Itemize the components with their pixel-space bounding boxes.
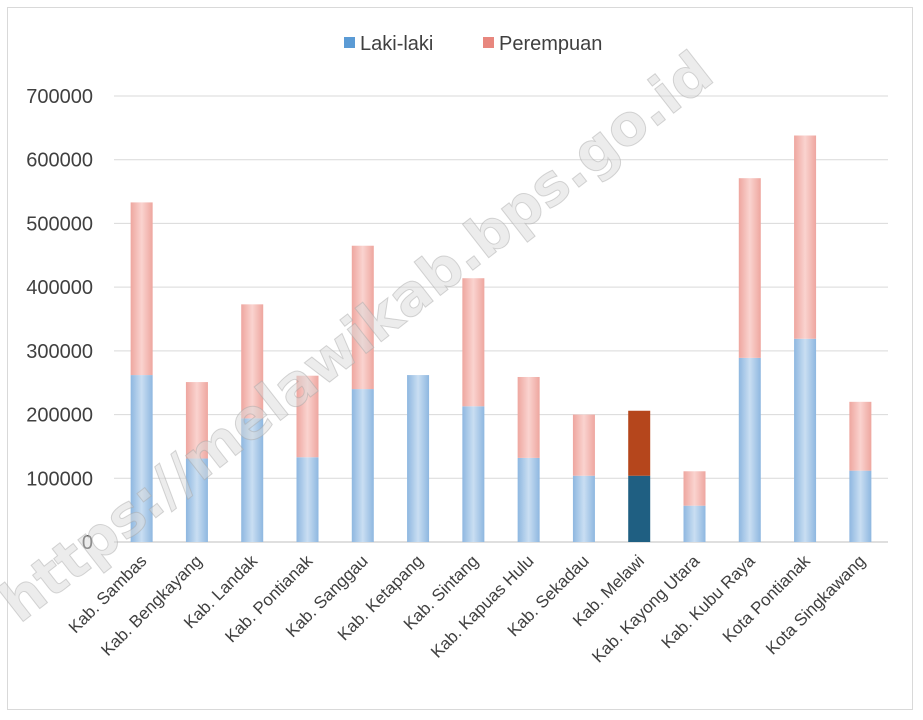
bar-perempuan xyxy=(351,245,374,390)
y-tick-label: 400000 xyxy=(26,277,93,299)
y-tick-label: 600000 xyxy=(26,150,93,172)
bar-laki-laki xyxy=(185,458,208,542)
legend-label: Perempuan xyxy=(499,33,602,55)
bar-laki-laki xyxy=(351,389,374,542)
bar-perempuan xyxy=(738,178,761,358)
bar-perempuan xyxy=(683,471,706,506)
bar-perempuan xyxy=(185,382,208,459)
bar-perempuan xyxy=(849,401,872,471)
bar-laki-laki xyxy=(517,457,540,542)
bar-perempuan xyxy=(130,202,153,376)
bar-perempuan xyxy=(462,278,485,407)
y-tick-label: 200000 xyxy=(26,405,93,427)
bar-laki-laki xyxy=(296,457,319,542)
y-tick-label: 700000 xyxy=(26,86,93,108)
bar-perempuan xyxy=(794,135,817,339)
bar-laki-laki xyxy=(130,375,153,542)
bar-perempuan xyxy=(296,375,319,458)
watermark-text: https://melawikab.bps.go.id xyxy=(0,39,725,635)
y-tick-label: 500000 xyxy=(26,213,93,235)
bar-laki-laki xyxy=(628,475,651,542)
bar-laki-laki xyxy=(407,375,430,542)
x-tick-label: Kota Singkawang xyxy=(762,551,869,658)
bar-laki-laki xyxy=(794,338,817,542)
y-tick-label: 300000 xyxy=(26,341,93,363)
y-tick-label: 100000 xyxy=(26,468,93,490)
bar-laki-laki xyxy=(738,357,761,542)
x-tick-label: Kab. Kapuas Hulu xyxy=(427,551,537,661)
bar-perempuan xyxy=(241,304,264,419)
bar-perempuan xyxy=(628,410,651,476)
bar-perempuan xyxy=(572,414,595,476)
bar-laki-laki xyxy=(241,418,264,542)
bar-laki-laki xyxy=(462,406,485,542)
legend-swatch xyxy=(483,37,494,48)
bar-laki-laki xyxy=(572,475,595,542)
y-tick-label: 0 xyxy=(82,532,93,554)
legend: Laki-laki Perempuan xyxy=(344,33,602,55)
legend-label: Laki-laki xyxy=(360,33,433,55)
x-tick-label: Kab. Kubu Raya xyxy=(658,551,759,652)
bar-perempuan xyxy=(517,376,540,458)
bars xyxy=(130,135,872,542)
bar-laki-laki xyxy=(683,505,706,542)
x-tick-label: Kab. Kayong Utara xyxy=(588,551,703,666)
legend-swatch xyxy=(344,37,355,48)
y-axis-ticks: 0 100000 200000 300000 400000 500000 600000 700… xyxy=(26,86,93,554)
chart-frame xyxy=(7,7,913,710)
bar-laki-laki xyxy=(849,470,872,542)
